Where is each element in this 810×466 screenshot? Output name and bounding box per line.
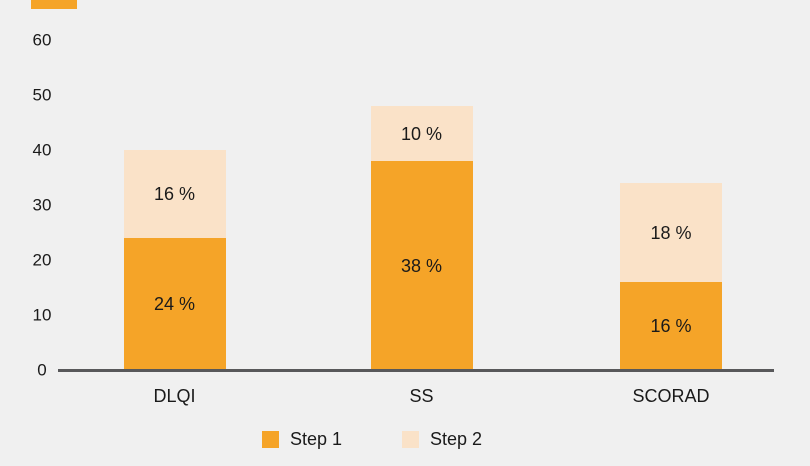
x-category-label-ss: SS (409, 386, 434, 406)
bar-value-label: 18 % (650, 222, 692, 243)
y-tick-label-20: 20 (32, 250, 52, 269)
bar-dlqi-step-1: 24 % (123, 238, 226, 370)
y-tick-label-50: 50 (32, 85, 52, 104)
legend-swatch-step-1 (262, 430, 279, 448)
bar-ss-step-2: 10 % (370, 106, 473, 161)
legend-label-step-1: Step 1 (290, 429, 343, 449)
x-axis-line (58, 369, 774, 372)
y-tick-label-40: 40 (32, 140, 52, 159)
bar-scorad-step-2: 18 % (620, 183, 722, 282)
y-tick-label-60: 60 (32, 30, 52, 49)
legend-label-step-2: Step 2 (430, 429, 483, 449)
bar-scorad-step-1: 16 % (620, 282, 722, 370)
y-tick-label-10: 10 (32, 305, 52, 324)
y-tick-label-30: 30 (32, 195, 52, 214)
legend-item-step-1: Step 1 (262, 430, 342, 448)
y-tick-label-0: 0 (37, 360, 47, 379)
bar-value-label: 16 % (650, 316, 692, 336)
bar-value-label: 16 % (153, 184, 196, 204)
legend-swatch-step-2 (402, 430, 419, 448)
x-category-label-scorad: SCORAD (632, 386, 710, 406)
bar-value-label: 24 % (153, 294, 196, 314)
bar-value-label: 10 % (400, 123, 443, 144)
bar-ss-step-1: 38 % (370, 161, 473, 370)
accent-strip (31, 0, 77, 9)
legend-item-step-2: Step 2 (402, 430, 482, 448)
bar-dlqi-step-2: 16 % (123, 150, 226, 238)
bar-value-label: 38 % (400, 255, 443, 276)
x-category-label-dlqi: DLQI (153, 386, 196, 406)
